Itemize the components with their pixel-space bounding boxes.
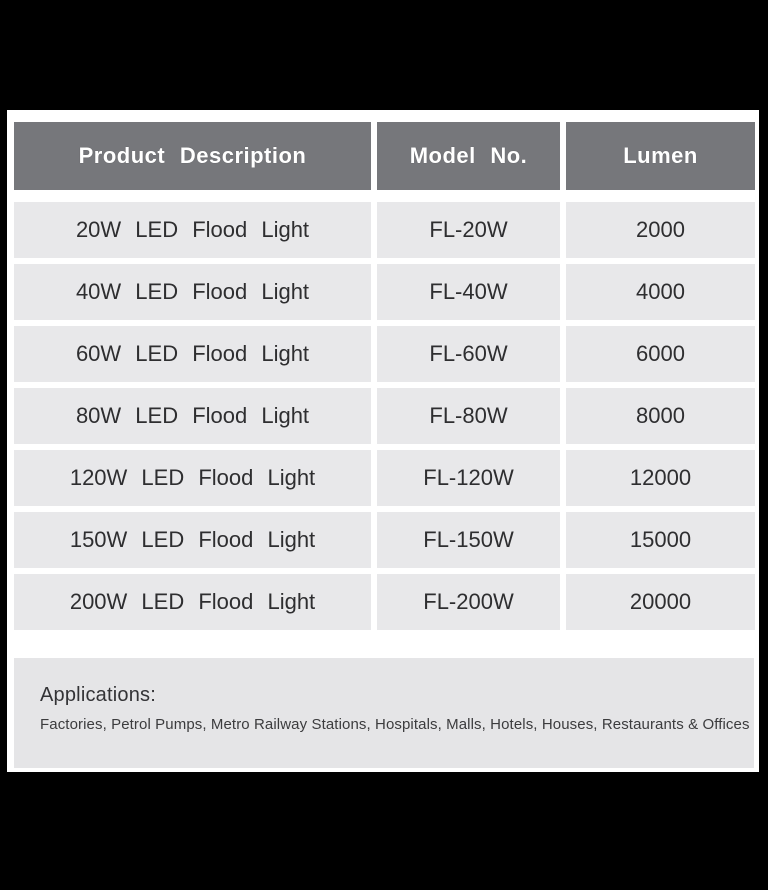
table-row: 80W LED Flood Light FL-80W 8000 — [14, 388, 755, 444]
cell-model-no: FL-20W — [377, 202, 560, 258]
table-row: 120W LED Flood Light FL-120W 12000 — [14, 450, 755, 506]
cell-lumen: 15000 — [566, 512, 755, 568]
cell-lumen: 12000 — [566, 450, 755, 506]
cell-product-description: 60W LED Flood Light — [14, 326, 371, 382]
cell-product-description: 120W LED Flood Light — [14, 450, 371, 506]
column-header-product-description: Product Description — [14, 122, 371, 190]
cell-lumen: 8000 — [566, 388, 755, 444]
cell-model-no: FL-80W — [377, 388, 560, 444]
column-header-model-no: Model No. — [377, 122, 560, 190]
table-row: 20W LED Flood Light FL-20W 2000 — [14, 202, 755, 258]
table-row: 150W LED Flood Light FL-150W 15000 — [14, 512, 755, 568]
product-spec-table: Product Description Model No. Lumen 20W … — [14, 122, 755, 630]
cell-product-description: 20W LED Flood Light — [14, 202, 371, 258]
column-header-lumen: Lumen — [566, 122, 755, 190]
table-header-row: Product Description Model No. Lumen — [14, 122, 755, 190]
cell-model-no: FL-40W — [377, 264, 560, 320]
cell-product-description: 80W LED Flood Light — [14, 388, 371, 444]
applications-section: Applications: Factories, Petrol Pumps, M… — [14, 658, 754, 768]
applications-heading: Applications: — [40, 684, 156, 706]
applications-list: Factories, Petrol Pumps, Metro Railway S… — [40, 716, 750, 733]
table-body: 20W LED Flood Light FL-20W 2000 40W LED … — [14, 196, 755, 630]
cell-product-description: 150W LED Flood Light — [14, 512, 371, 568]
cell-model-no: FL-120W — [377, 450, 560, 506]
cell-product-description: 200W LED Flood Light — [14, 574, 371, 630]
cell-lumen: 6000 — [566, 326, 755, 382]
cell-product-description: 40W LED Flood Light — [14, 264, 371, 320]
table-row: 60W LED Flood Light FL-60W 6000 — [14, 326, 755, 382]
table-row: 200W LED Flood Light FL-200W 20000 — [14, 574, 755, 630]
table-row: 40W LED Flood Light FL-40W 4000 — [14, 264, 755, 320]
cell-lumen: 2000 — [566, 202, 755, 258]
cell-lumen: 4000 — [566, 264, 755, 320]
cell-lumen: 20000 — [566, 574, 755, 630]
content-panel: Product Description Model No. Lumen 20W … — [7, 110, 759, 772]
cell-model-no: FL-60W — [377, 326, 560, 382]
cell-model-no: FL-200W — [377, 574, 560, 630]
cell-model-no: FL-150W — [377, 512, 560, 568]
